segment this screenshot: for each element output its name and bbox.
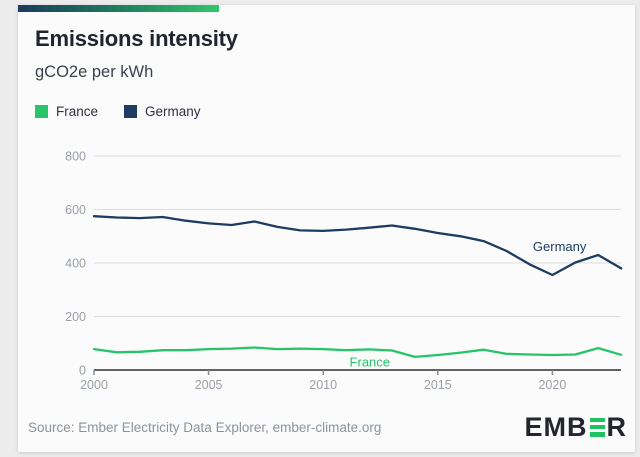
y-tick-label: 200 (65, 310, 86, 324)
legend-swatch (124, 105, 138, 118)
x-tick-label: 2005 (195, 378, 223, 392)
series-label-germany: Germany (533, 239, 587, 254)
x-tick-label: 2010 (309, 378, 337, 392)
y-tick-label: 400 (65, 257, 86, 271)
logo-text-emb: EMB (524, 411, 588, 442)
y-tick-label: 800 (65, 150, 86, 164)
series-line-germany (92, 215, 623, 277)
source-text: Source: Ember Electricity Data Explorer,… (28, 419, 382, 435)
legend: France Germany (35, 104, 201, 119)
chart-subtitle: gCO2e per kWh (35, 63, 154, 81)
chart-canvas: 0 200 400 600 800 2000 2005 2010 2015 2020 Germany… (65, 150, 623, 392)
legend-swatch (35, 105, 48, 118)
logo-green-e-icon (589, 417, 605, 437)
x-tick-label: 2015 (424, 378, 452, 392)
series-label-france: France (350, 354, 390, 369)
logo-text-r: R (606, 411, 627, 442)
series-line-france (92, 346, 623, 359)
legend-item-germany[interactable]: Germany (124, 104, 201, 119)
ember-logo: EMB R (524, 411, 628, 442)
x-tick-label: 2020 (538, 378, 566, 392)
chart-card: Emissions intensity gCO2e per kWh France… (18, 5, 635, 452)
legend-item-france[interactable]: France (35, 104, 98, 119)
accent-gradient-bar (18, 5, 219, 12)
x-tick-label: 2000 (80, 378, 108, 392)
legend-label: France (56, 104, 99, 119)
y-tick-label: 600 (65, 203, 86, 217)
chart-title: Emissions intensity (35, 26, 238, 51)
legend-label: Germany (145, 104, 201, 119)
footer: Source: Ember Electricity Data Explorer,… (28, 410, 627, 444)
y-tick-label: 0 (79, 364, 86, 378)
